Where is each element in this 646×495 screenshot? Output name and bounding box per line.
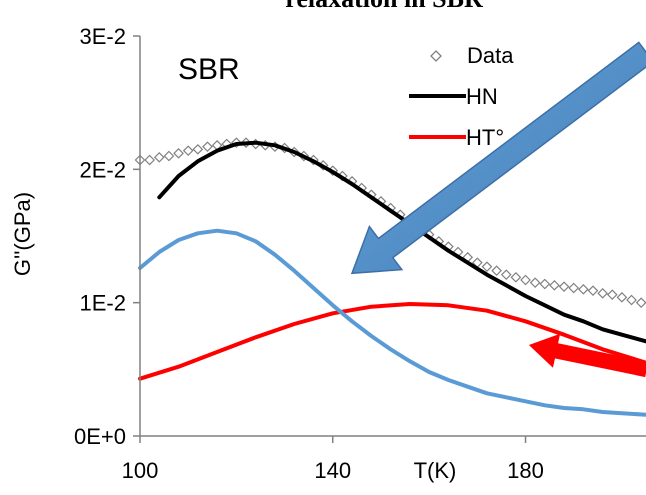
data-point-51 xyxy=(626,294,637,306)
data-point-37 xyxy=(491,265,502,277)
legend: Data HN HT° xyxy=(409,43,514,150)
data-point-10 xyxy=(231,137,242,149)
data-point-7 xyxy=(202,141,213,153)
data-point-1 xyxy=(144,154,155,166)
x-tick-label: 180 xyxy=(507,458,544,483)
axis-ticks: 100 140 180 0E+0 1E-2 2E-2 3E-2 xyxy=(74,24,544,483)
legend-label-ht: HT° xyxy=(466,125,504,150)
legend-marker-data xyxy=(430,50,442,62)
legend-label-hn: HN xyxy=(466,84,498,109)
x-tick-label: 140 xyxy=(314,458,351,483)
data-point-46 xyxy=(578,283,589,295)
data-point-36 xyxy=(481,261,493,273)
data-point-40 xyxy=(520,274,531,286)
data-point-49 xyxy=(606,289,618,301)
data-point-41 xyxy=(529,277,541,289)
x-axis-label: T(K) xyxy=(414,458,457,483)
data-point-45 xyxy=(568,282,580,294)
data-point-6 xyxy=(192,143,204,155)
series-line-ht xyxy=(138,302,646,381)
annotation-arrows xyxy=(350,41,646,378)
y-tick-label: 3E-2 xyxy=(80,24,126,49)
data-point-5 xyxy=(182,145,194,157)
data-point-3 xyxy=(163,150,175,162)
series-line-hn xyxy=(157,140,646,344)
red-arrow xyxy=(528,333,646,378)
data-point-42 xyxy=(539,278,551,290)
y-tick-label: 2E-2 xyxy=(80,157,126,182)
data-point-2 xyxy=(153,151,165,163)
x-tick-label: 100 xyxy=(122,458,159,483)
plot-area xyxy=(134,137,646,417)
data-point-4 xyxy=(173,147,184,159)
data-point-44 xyxy=(558,281,570,293)
y-tick-label: 1E-2 xyxy=(80,291,126,316)
y-tick-label: 0E+0 xyxy=(74,424,126,449)
data-point-43 xyxy=(549,279,560,291)
data-point-48 xyxy=(597,287,608,299)
chart-title: relaxation in SBR xyxy=(285,0,483,13)
blue-arrow xyxy=(350,41,646,275)
data-point-47 xyxy=(587,285,599,297)
data-point-52 xyxy=(635,297,646,309)
data-point-39 xyxy=(510,271,522,283)
data-point-38 xyxy=(500,269,512,281)
y-axis-label: G''(GPa) xyxy=(10,192,35,276)
series-line-component-3 xyxy=(138,228,646,417)
sbr-annotation: SBR xyxy=(178,53,240,86)
legend-label-data: Data xyxy=(467,43,514,68)
data-point-50 xyxy=(616,291,628,303)
